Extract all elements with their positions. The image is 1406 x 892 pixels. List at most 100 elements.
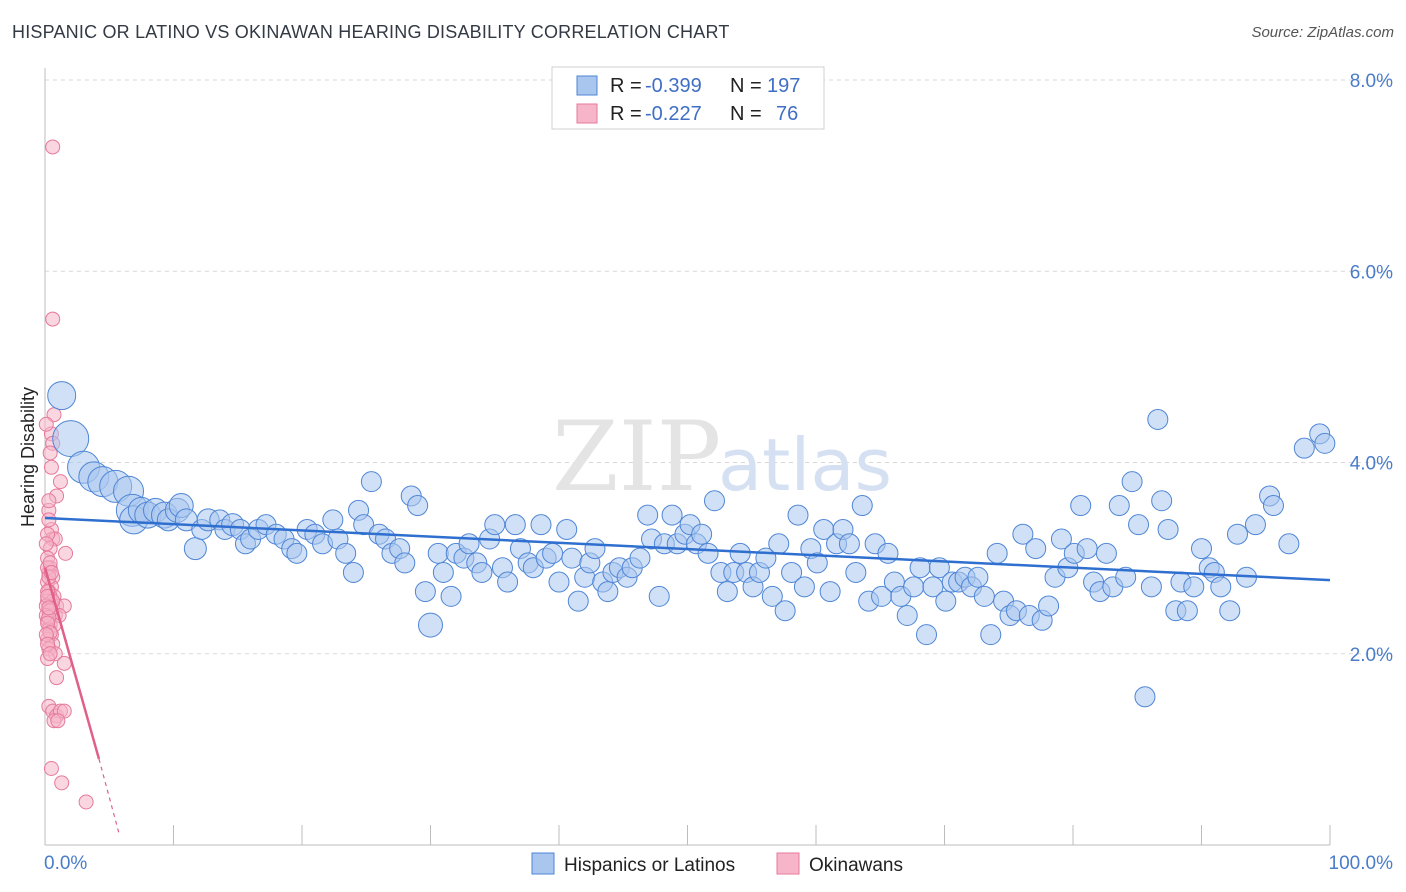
y-tick-label: 4.0%: [1350, 454, 1393, 475]
legend-label-okinawans: Okinawans: [809, 855, 903, 876]
data-point: [45, 311, 61, 327]
data-point: [1157, 518, 1179, 540]
data-point: [56, 655, 72, 671]
data-point: [322, 509, 344, 531]
stats-r-label-blue: R =: [610, 75, 642, 97]
data-point: [781, 561, 803, 583]
data-point: [38, 416, 54, 432]
data-point: [38, 536, 54, 552]
data-point: [394, 552, 416, 574]
data-point: [967, 566, 989, 588]
data-point: [916, 624, 938, 646]
data-point: [661, 504, 683, 526]
data-point: [1108, 495, 1130, 517]
data-point: [1095, 542, 1117, 564]
data-point: [1070, 495, 1092, 517]
data-point: [648, 585, 670, 607]
data-point: [432, 561, 454, 583]
data-point: [45, 139, 61, 155]
data-point: [484, 514, 506, 536]
data-point: [360, 471, 382, 493]
stats-n-label-pink: N =: [730, 103, 762, 125]
data-point: [43, 459, 59, 475]
data-point: [903, 576, 925, 598]
gridlines: [45, 79, 1392, 655]
data-point: [629, 547, 651, 569]
data-point: [335, 542, 357, 564]
source-credit: Source: ZipAtlas.com: [1251, 24, 1394, 41]
data-point: [1293, 437, 1315, 459]
data-point: [1151, 490, 1173, 512]
data-point: [716, 581, 738, 603]
data-point: [1262, 495, 1284, 517]
data-point: [584, 538, 606, 560]
data-point: [1076, 538, 1098, 560]
data-point: [1025, 538, 1047, 560]
trend-line-hispanics: [44, 516, 1331, 582]
data-point: [986, 542, 1008, 564]
stats-r-value-pink: -0.227: [645, 103, 702, 125]
data-point: [838, 533, 860, 555]
data-point: [52, 420, 90, 458]
data-point: [1121, 471, 1143, 493]
data-point: [691, 523, 713, 545]
data-point: [1210, 576, 1232, 598]
data-point: [806, 552, 828, 574]
data-point: [504, 514, 526, 536]
data-point: [1128, 514, 1150, 536]
data-point: [1226, 523, 1248, 545]
stats-swatch-blue: [576, 75, 598, 96]
stats-n-value-pink: 76: [776, 103, 798, 125]
data-point: [286, 542, 308, 564]
watermark-zip: ZIP: [552, 401, 721, 513]
data-point: [43, 761, 59, 776]
y-tick-labels: 2.0% 4.0% 6.0% 8.0%: [1350, 71, 1393, 666]
data-point: [42, 646, 58, 662]
data-point: [1115, 566, 1137, 588]
data-point: [845, 561, 867, 583]
data-point: [542, 542, 564, 564]
watermark: ZIP atlas: [552, 401, 892, 513]
data-point: [471, 561, 493, 583]
data-point: [41, 512, 57, 528]
data-point: [1038, 595, 1060, 617]
legend-label-hispanics: Hispanics or Latinos: [564, 855, 735, 876]
stats-n-value-blue: 197: [767, 75, 800, 97]
data-point: [761, 585, 783, 607]
data-point: [353, 514, 375, 536]
data-point: [561, 547, 583, 569]
data-point: [1278, 533, 1300, 555]
y-axis-title: Hearing Disability: [18, 387, 38, 527]
data-point: [1176, 600, 1198, 622]
stats-legend-box: R = -0.399 N = 197 R = -0.227 N = 76: [551, 66, 825, 130]
data-point: [407, 495, 429, 517]
data-point: [58, 545, 74, 561]
stats-r-label-pink: R =: [610, 103, 642, 125]
trend-line-okinawans-extension: [98, 758, 121, 836]
data-point: [183, 537, 207, 561]
data-point: [47, 381, 77, 411]
data-point: [41, 493, 57, 509]
data-point: [1012, 523, 1034, 545]
data-point: [1134, 686, 1156, 708]
stats-r-value-blue: -0.399: [645, 75, 702, 97]
y-tick-label: 2.0%: [1350, 645, 1393, 666]
data-point: [1183, 576, 1205, 598]
data-point: [54, 775, 70, 791]
data-point: [49, 670, 65, 686]
stats-n-label-blue: N =: [730, 75, 762, 97]
data-point: [1219, 600, 1241, 622]
data-point: [935, 590, 957, 612]
trend-lines: [43, 516, 1331, 836]
data-point: [637, 504, 659, 526]
data-point: [458, 533, 480, 555]
data-point: [1050, 528, 1072, 550]
data-point: [427, 542, 449, 564]
y-tick-label: 8.0%: [1350, 71, 1393, 92]
legend-swatch-okinawans: [776, 852, 800, 875]
series-legend: Hispanics or Latinos Okinawans: [531, 852, 903, 876]
data-point: [851, 495, 873, 517]
data-point: [973, 585, 995, 607]
data-point: [896, 605, 918, 626]
